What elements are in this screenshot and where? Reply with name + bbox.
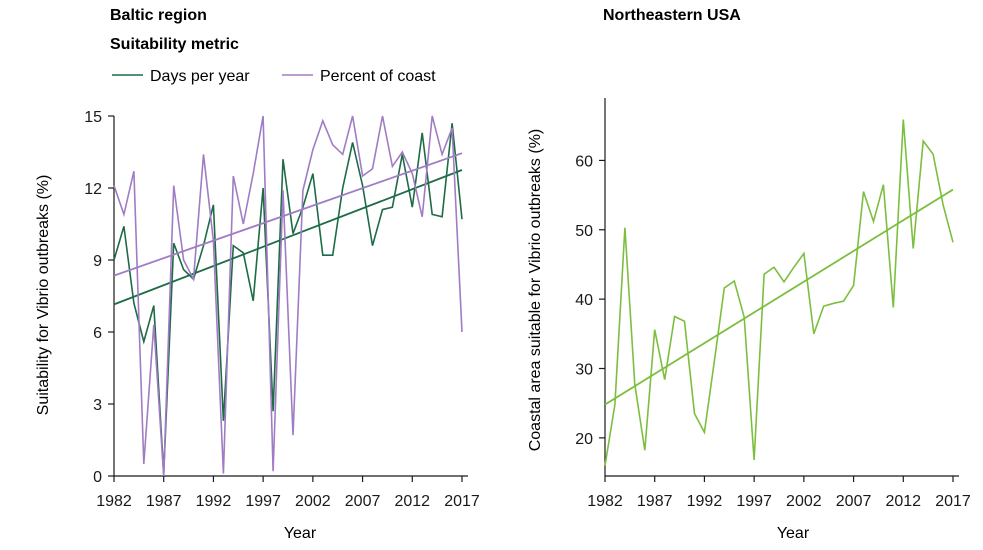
y-axis-title-usa: Coastal area suitable for Vibrio outbrea… bbox=[527, 129, 544, 452]
legend-label-percent-of-coast: Percent of coast bbox=[320, 68, 436, 85]
y-tick-label-usa: 30 bbox=[575, 361, 593, 378]
x-tick-label-usa: 2007 bbox=[836, 493, 872, 510]
y-tick-label-baltic: 9 bbox=[93, 253, 102, 270]
chart-panel-baltic: 0 3 6 9 12 15 1982 1987 1992 1997 2002 2007 2012 2017 bbox=[84, 109, 480, 510]
x-tick-label-usa: 1982 bbox=[587, 493, 623, 510]
trend-line-baltic-days-per-year bbox=[113, 169, 463, 306]
x-tick-label-usa: 1997 bbox=[736, 493, 772, 510]
x-tick-label-usa: 1992 bbox=[687, 493, 723, 510]
y-tick-label-usa: 40 bbox=[575, 292, 593, 309]
trend-line-usa-series-0 bbox=[604, 188, 954, 406]
chart-panel-usa: 20 30 40 50 60 1982 1987 1992 1997 2002 2007 2012 20… bbox=[575, 98, 971, 510]
x-tick-label-baltic: 2012 bbox=[394, 493, 430, 510]
chart-title-northeastern-usa: Northeastern USA bbox=[603, 7, 741, 24]
legend-label-days-per-year: Days per year bbox=[150, 68, 250, 85]
x-tick-label-usa: 2017 bbox=[935, 493, 971, 510]
x-axis-title-baltic: Year bbox=[284, 525, 317, 542]
x-tick-label-baltic: 1987 bbox=[146, 493, 182, 510]
chart-title-baltic: Baltic region bbox=[110, 7, 207, 24]
x-tick-label-baltic: 2002 bbox=[295, 493, 331, 510]
x-tick-label-usa: 2012 bbox=[885, 493, 921, 510]
x-tick-label-baltic: 2007 bbox=[345, 493, 381, 510]
x-tick-label-baltic: 1992 bbox=[196, 493, 232, 510]
y-tick-label-baltic: 6 bbox=[93, 325, 102, 342]
x-tick-label-baltic: 2017 bbox=[444, 493, 480, 510]
x-tick-label-usa: 2002 bbox=[786, 493, 822, 510]
y-tick-label-baltic: 15 bbox=[84, 109, 102, 126]
trend-line-baltic-percent-of-coast bbox=[113, 152, 463, 277]
y-tick-label-baltic: 3 bbox=[93, 397, 102, 414]
x-axis-title-usa: Year bbox=[777, 525, 810, 542]
y-tick-label-baltic: 12 bbox=[84, 181, 102, 198]
chart-subtitle-baltic: Suitability metric bbox=[110, 36, 239, 53]
series-line-usa-series-0 bbox=[604, 119, 954, 466]
y-axis-title-baltic: Suitability for Vibrio outbreaks (%) bbox=[35, 175, 52, 416]
x-tick-label-usa: 1987 bbox=[637, 493, 673, 510]
y-tick-label-usa: 60 bbox=[575, 153, 593, 170]
y-tick-label-usa: 20 bbox=[575, 431, 593, 448]
x-tick-label-baltic: 1982 bbox=[96, 493, 132, 510]
y-tick-label-baltic: 0 bbox=[93, 469, 102, 486]
y-tick-label-usa: 50 bbox=[575, 223, 593, 240]
series-line-baltic-percent-of-coast bbox=[113, 115, 463, 477]
x-tick-label-baltic: 1997 bbox=[245, 493, 281, 510]
